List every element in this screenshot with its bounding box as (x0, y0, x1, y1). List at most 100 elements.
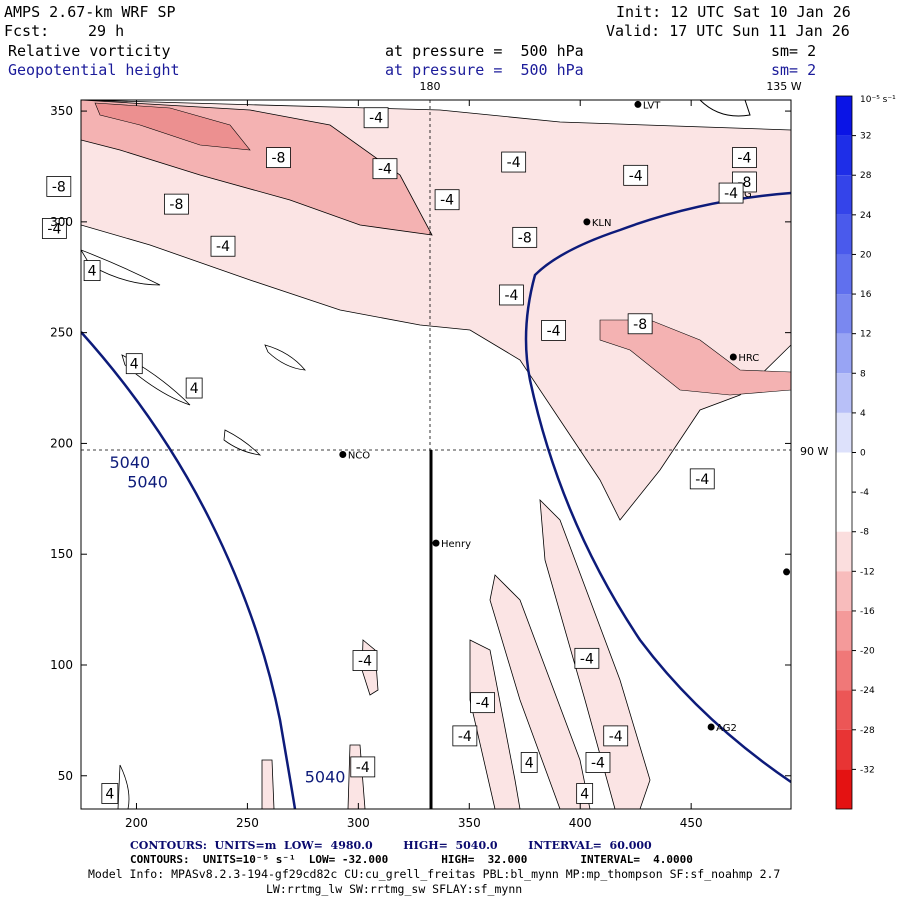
colorbar-tick-label: -20 (860, 647, 875, 657)
colorbar-segment (836, 690, 852, 730)
positive-contour-3 (223, 429, 262, 456)
positive-contour-1 (81, 249, 161, 286)
field1-name: Relative vorticity (8, 42, 171, 60)
vorticity-label-box (210, 235, 236, 257)
vorticity-label: -8 (633, 317, 647, 333)
colorbar-segment (836, 729, 852, 770)
y-tick-label: 100 (50, 658, 73, 672)
vorticity-label-box (470, 692, 495, 714)
vorticity-label-box (520, 752, 538, 773)
height-contour-label: 5040 (109, 453, 150, 472)
colorbar-tick-label: 8 (860, 369, 866, 379)
vorticity-label: -8 (271, 151, 285, 167)
colorbar: 32 28 24 20 16 12 8 4 0 -4 -8 -12 -16 -20 -24 -28 -32 (835, 95, 875, 810)
forecast-hour: 29 h (88, 22, 125, 40)
vorticity-label: -4 (476, 696, 490, 712)
field1-smoothing: sm= 2 (771, 42, 817, 60)
vorticity-label-box (350, 756, 376, 778)
height-contour-west (81, 331, 297, 809)
vorticity-label-box (372, 158, 398, 180)
vorticity-label-box (41, 218, 67, 239)
vorticity-label: -4 (358, 654, 372, 670)
y-tick-label: 150 (50, 547, 73, 561)
station-label: AG2 (716, 723, 737, 734)
vorticity-label: -8 (169, 197, 183, 213)
height-contour-label: 5040 (127, 473, 168, 492)
vorticity-label-box (434, 189, 460, 211)
y-tick-label: 250 (50, 326, 73, 340)
x-tick-label: 300 (347, 816, 370, 830)
vorticity-label: -4 (47, 222, 61, 238)
y-tick-label: 350 (50, 104, 73, 118)
x-tick-label: 450 (680, 816, 703, 830)
vorticity-label-box (352, 650, 378, 671)
colorbar-tick-label: -28 (860, 726, 875, 736)
vorticity-label: 4 (580, 786, 589, 802)
station-marker (583, 218, 591, 226)
vorticity-region-east (599, 319, 791, 396)
field2-name: Geopotential height (8, 61, 180, 79)
vorticity-label: -4 (356, 760, 370, 776)
grid-label-top: 180 (420, 80, 441, 93)
colorbar-tick-label: 24 (860, 211, 872, 221)
vorticity-label-box (363, 107, 389, 129)
vorticity-label: -4 (629, 168, 643, 184)
station-marker (707, 723, 715, 731)
field2-level: at pressure = 500 hPa (385, 61, 584, 79)
y-tick-label: 50 (58, 769, 73, 783)
vorticity-label-box (585, 752, 611, 773)
grid-label-right: 90 W (800, 445, 828, 458)
colorbar-tick-label: 0 (860, 449, 866, 459)
vorticity-label-box (574, 647, 600, 669)
colorbar-tick-label: -32 (860, 765, 875, 775)
vorticity-label: -4 (547, 323, 561, 339)
positive-contour-4 (264, 344, 306, 371)
vorticity-label: -8 (52, 179, 66, 195)
vorticity-label-box (541, 320, 566, 341)
colorbar-segment (836, 531, 852, 572)
station-label: HRC (738, 353, 759, 364)
station-marker (432, 539, 440, 547)
vorticity-label-box (576, 783, 594, 804)
colorbar-segment (836, 412, 852, 453)
vorticity-label-box (718, 182, 744, 204)
grid-label-top-right: 135 W (766, 80, 801, 93)
vorticity-label-box (499, 284, 524, 306)
vorticity-label-box (164, 193, 189, 215)
model-title: AMPS 2.67-km WRF SP (4, 3, 176, 21)
colorbar-segment (836, 294, 852, 334)
vorticity-label: -4 (504, 288, 518, 304)
station-marker (634, 100, 642, 108)
positive-contour-2 (121, 354, 191, 406)
vorticity-label-box (452, 725, 478, 747)
station-label: NCO (348, 451, 370, 462)
station-marker (729, 353, 737, 361)
vorticity-label-box (101, 783, 119, 804)
x-tick-label: 400 (569, 816, 592, 830)
footer-model-info: Model Info: MPASv8.2.3-194-gf29cd82c CU:… (88, 867, 781, 881)
vorticity-label: 4 (525, 755, 534, 771)
vorticity-streak-2 (489, 574, 591, 809)
x-tick-label: 200 (125, 816, 148, 830)
plot-frame (80, 99, 792, 810)
colorbar-tick-label: 16 (860, 290, 872, 300)
colorbar-tick-label: -8 (860, 528, 869, 538)
colorbar-tick-label: 12 (860, 330, 871, 340)
vorticity-label-box (185, 377, 203, 399)
vorticity-label: -4 (737, 151, 751, 167)
vorticity-label-box (603, 725, 629, 747)
station-marker (783, 568, 791, 576)
footer-contours-vorticity: CONTOURS: UNITS=10⁻⁵ s⁻¹ LOW= -32.000 HI… (130, 853, 693, 866)
colorbar-segment (836, 373, 852, 413)
vorticity-label: -4 (216, 239, 230, 255)
y-tick-label: 200 (50, 436, 73, 450)
colorbar-tick-label: 20 (860, 250, 872, 260)
vorticity-label: -4 (507, 155, 521, 171)
vorticity-labels-layer: -4-8-4 -4-8-8-4-4-4-8-4-4-4-8-4-8-4-4-4 -4… (41, 107, 757, 804)
valid-time: Valid: 17 UTC Sun 11 Jan 26 (606, 22, 850, 40)
vorticity-streak-3 (469, 639, 521, 809)
colorbar-segment (836, 254, 852, 295)
colorbar-segment (836, 333, 852, 374)
colorbar-segment (836, 175, 852, 215)
colorbar-tick-label: -4 (860, 488, 869, 498)
